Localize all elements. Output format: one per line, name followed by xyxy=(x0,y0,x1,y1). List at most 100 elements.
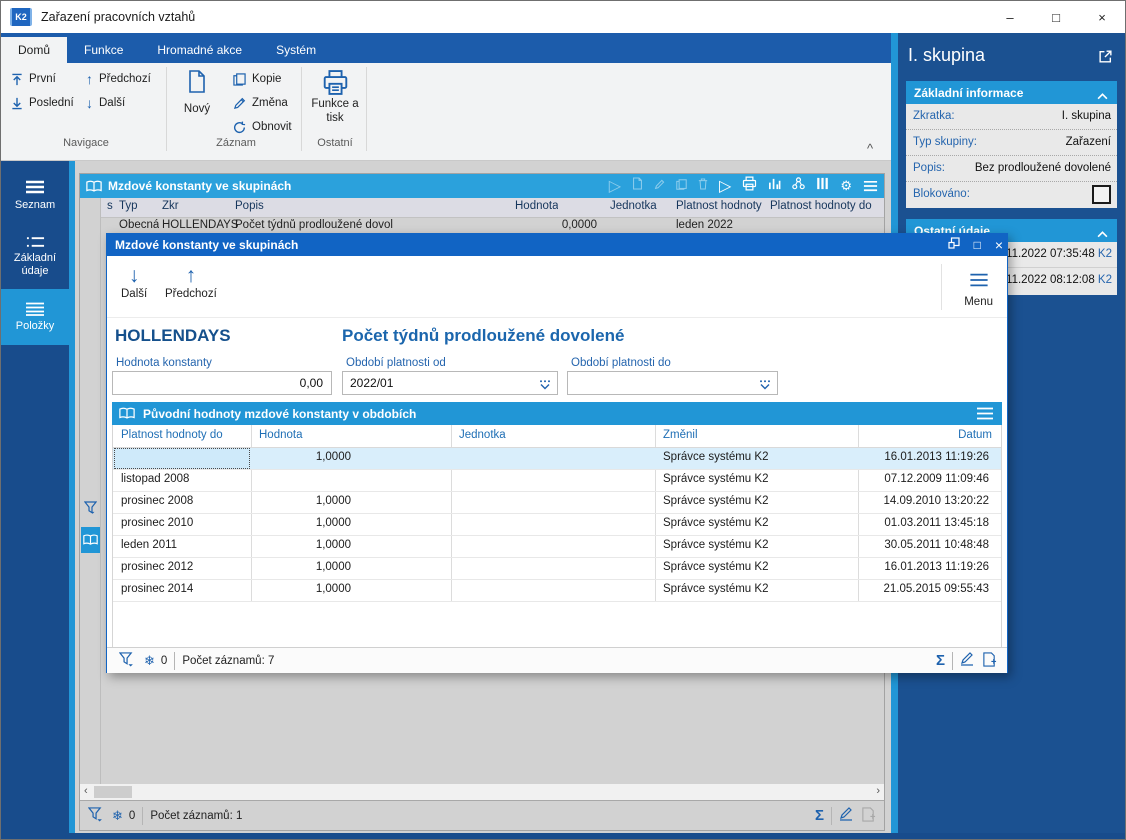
filter-icon[interactable] xyxy=(118,651,134,670)
tab-system[interactable]: Systém xyxy=(276,43,317,57)
column-header[interactable]: s xyxy=(107,200,113,212)
sidebar-item-zakladni-udaje[interactable]: Základní údaje xyxy=(1,225,69,289)
change-button[interactable]: Změna xyxy=(233,92,288,114)
refresh-button[interactable]: Obnovit xyxy=(233,116,292,138)
next-button[interactable]: ↓ Další xyxy=(86,92,125,114)
table-row[interactable]: prosinec 2010 1,0000 Správce systému K2 … xyxy=(113,514,1001,536)
restore-icon[interactable] xyxy=(947,236,960,254)
tab-hromadne-akce[interactable]: Hromadné akce xyxy=(157,43,243,57)
close-button[interactable]: × xyxy=(1098,9,1106,25)
field-label: Popis: xyxy=(913,162,945,174)
period-dropdown-icon[interactable] xyxy=(539,379,551,393)
filter-icon[interactable] xyxy=(87,806,103,825)
maximize-icon[interactable]: □ xyxy=(973,238,981,252)
minimize-button[interactable]: – xyxy=(1006,9,1014,25)
column-header[interactable]: Jednotka xyxy=(459,429,506,441)
edit-icon[interactable] xyxy=(960,652,974,669)
table-row[interactable]: prosinec 2014 1,0000 Správce systému K2 … xyxy=(113,580,1001,602)
book-view-button[interactable] xyxy=(81,527,100,553)
group-label-ostatni: Ostatní xyxy=(317,137,353,149)
valid-from-value: 2022/01 xyxy=(350,376,394,390)
table-row[interactable]: Obecná HOLLENDAYS Počet týdnů prodloužen… xyxy=(80,217,884,235)
table-row[interactable]: prosinec 2012 1,0000 Správce systému K2 … xyxy=(113,558,1001,580)
table-row[interactable]: 1,0000 Správce systému K2 16.01.2013 11:… xyxy=(113,448,1001,470)
left-splitter[interactable] xyxy=(69,161,75,833)
column-header[interactable]: Hodnota xyxy=(515,200,559,212)
period-dropdown-icon[interactable] xyxy=(759,379,771,393)
scroll-left-arrow[interactable]: ‹ xyxy=(84,785,88,797)
group-label-zaznam: Záznam xyxy=(216,137,256,149)
field-label: Zkratka: xyxy=(913,110,955,122)
scrollbar-thumb[interactable] xyxy=(94,786,132,798)
table-row[interactable]: listopad 2008 Správce systému K2 07.12.2… xyxy=(113,470,1001,492)
table-row[interactable]: leden 2011 1,0000 Správce systému K2 30.… xyxy=(113,536,1001,558)
scroll-right-arrow[interactable]: › xyxy=(876,785,880,797)
workflow-icon[interactable] xyxy=(792,177,806,195)
grid-menu-icon[interactable] xyxy=(976,407,994,425)
field-label: Typ skupiny: xyxy=(913,136,977,148)
previous-label: Předchozí xyxy=(99,73,151,85)
column-header[interactable]: Platnost hodnoty do xyxy=(121,429,223,441)
column-header[interactable]: Platnost hodnoty do xyxy=(770,200,872,212)
valid-from-input[interactable]: 2022/01 xyxy=(342,371,558,395)
tab-domu[interactable]: Domů xyxy=(1,37,68,63)
valid-to-input[interactable] xyxy=(567,371,778,395)
column-header[interactable]: Platnost hodnoty xyxy=(676,200,762,212)
collapse-ribbon-chevron[interactable]: ^ xyxy=(867,141,874,156)
column-header[interactable]: Jednotka xyxy=(610,200,657,212)
column-header[interactable]: Změnil xyxy=(663,429,698,441)
chart-icon[interactable] xyxy=(768,177,781,195)
tab-funkce[interactable]: Funkce xyxy=(84,43,124,57)
sidebar-item-seznam[interactable]: Seznam xyxy=(1,167,69,223)
popout-icon[interactable] xyxy=(1098,49,1113,69)
column-header[interactable]: Datum xyxy=(958,429,992,441)
settings-gear-icon[interactable]: ⚙ xyxy=(840,178,852,193)
sum-icon[interactable]: Σ xyxy=(935,652,945,669)
group-separator xyxy=(366,67,367,151)
collapse-chevron-icon[interactable] xyxy=(1097,89,1108,103)
functions-print-button[interactable]: Funkce a tisk xyxy=(307,69,363,126)
column-header[interactable]: Typ xyxy=(119,200,138,212)
main-grid-caption-bar: Mzdové konstanty ve skupinách ▷ ▷ ⚙ xyxy=(80,174,884,198)
column-header[interactable]: Hodnota xyxy=(259,429,303,441)
dialog-next-button[interactable]: ↓ Další xyxy=(121,264,147,300)
new-button[interactable]: Nový xyxy=(175,69,219,115)
collapse-chevron-icon[interactable] xyxy=(1097,227,1108,241)
cell-zkr: HOLLENDAYS xyxy=(162,219,239,231)
frozen-records-icon[interactable]: ❄ xyxy=(144,652,155,668)
column-header[interactable]: Zkr xyxy=(162,200,179,212)
change-label: Změna xyxy=(252,97,288,109)
valid-to-field-label: Období platnosti do xyxy=(571,357,671,369)
value-field-label: Hodnota konstanty xyxy=(116,357,212,369)
sidebar-item-polozky[interactable]: Položky xyxy=(1,289,69,345)
last-button[interactable]: Poslední xyxy=(11,92,74,114)
dialog-menu-button[interactable]: Menu xyxy=(964,264,993,308)
close-icon[interactable]: × xyxy=(994,237,1003,253)
group-separator xyxy=(166,67,167,151)
frozen-records-icon[interactable]: ❄ xyxy=(112,807,123,823)
copy-button[interactable]: Kopie xyxy=(233,68,281,90)
sum-icon[interactable]: Σ xyxy=(814,807,824,824)
value-input[interactable]: 0,00 xyxy=(112,371,332,395)
column-header[interactable]: Popis xyxy=(235,200,264,212)
dialog-previous-label: Předchozí xyxy=(165,288,217,300)
blocked-checkbox[interactable] xyxy=(1092,185,1111,204)
grid-menu-icon[interactable] xyxy=(863,180,878,192)
horizontal-scrollbar[interactable]: ‹ › xyxy=(80,784,884,800)
edit-icon[interactable] xyxy=(839,807,853,824)
first-button[interactable]: První xyxy=(11,68,56,90)
print-icon[interactable] xyxy=(742,176,757,196)
table-row[interactable]: prosinec 2008 1,0000 Správce systému K2 … xyxy=(113,492,1001,514)
quick-filter-button[interactable] xyxy=(81,495,100,521)
dialog-previous-button[interactable]: ↑ Předchozí xyxy=(165,264,217,300)
field-value: I. skupina xyxy=(1061,110,1111,122)
maximize-button[interactable]: □ xyxy=(1052,9,1060,25)
run-icon[interactable]: ▷ xyxy=(719,178,732,195)
new-record-icon[interactable] xyxy=(982,651,997,670)
previous-button[interactable]: ↑ Předchozí xyxy=(86,68,151,90)
field-row: Blokováno: xyxy=(906,182,1117,208)
panel-header-basic-info[interactable]: Základní informace xyxy=(906,81,1117,104)
value-input-value: 0,00 xyxy=(299,376,323,390)
columns-icon[interactable] xyxy=(816,177,829,195)
